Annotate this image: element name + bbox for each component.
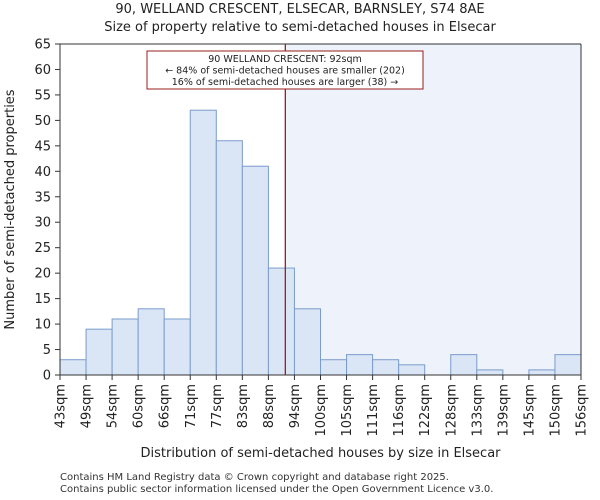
chart-subtitle: Size of property relative to semi-detach… [104, 20, 496, 35]
y-axis-label: Number of semi-detached properties [3, 89, 18, 329]
x-tick-label: 122sqm [418, 384, 433, 437]
x-tick-label: 150sqm [548, 384, 563, 437]
histogram-bar [372, 359, 400, 376]
y-tick-label: 5 [43, 343, 51, 358]
histogram-bar [346, 354, 374, 376]
x-tick-label: 105sqm [340, 384, 355, 437]
x-tick-label: 88sqm [262, 384, 277, 428]
histogram-bar [189, 109, 217, 376]
x-tick-label: 49sqm [80, 384, 95, 428]
y-tick-label: 15 [34, 292, 51, 307]
x-tick-label: 133sqm [470, 384, 485, 437]
histogram-bar [450, 354, 478, 376]
y-tick-label: 40 [34, 165, 51, 180]
x-tick-label: 128sqm [444, 384, 459, 437]
x-tick-label: 83sqm [236, 384, 251, 428]
annotation-line-3: 16% of semi-detached houses are larger (… [172, 77, 399, 88]
y-tick-label: 25 [34, 241, 51, 256]
histogram-bar [85, 328, 113, 376]
x-tick-label: 156sqm [575, 384, 590, 437]
histogram-bar [554, 354, 582, 376]
histogram-chart: 0 5 10 15 20 25 30 35 40 45 50 55 60 65 43sqm 49sqm 54sq… [3, 38, 590, 462]
x-tick-label: 60sqm [132, 384, 147, 428]
histogram-bar [293, 308, 322, 376]
histogram-bar [163, 318, 191, 376]
x-tick-label: 100sqm [314, 384, 329, 437]
annotation-box [146, 50, 424, 90]
x-tick-label: 77sqm [210, 384, 225, 428]
histogram-bar [528, 369, 556, 376]
annotation-line-2: ← 84% of semi-detached houses are smalle… [165, 66, 405, 77]
x-tick-label: 54sqm [106, 384, 121, 428]
y-tick-label: 35 [34, 190, 51, 205]
x-tick-label: 116sqm [392, 384, 407, 437]
x-axis-label: Distribution of semi-detached houses by … [140, 446, 501, 461]
x-tick-label: 139sqm [496, 384, 511, 437]
histogram-bar [320, 359, 348, 376]
histogram-bar [241, 165, 269, 376]
x-tick-label: 111sqm [366, 384, 381, 437]
chart-title: 90, WELLAND CRESCENT, ELSECAR, BARNSLEY,… [115, 2, 485, 17]
y-tick-label: 60 [34, 63, 51, 78]
y-tick-label: 50 [34, 114, 51, 129]
highlight-region [285, 44, 581, 375]
y-tick-label: 65 [34, 38, 51, 53]
x-tick-label: 145sqm [522, 384, 537, 437]
x-tick-label: 71sqm [184, 384, 199, 428]
histogram-bar [59, 359, 87, 376]
histogram-bar [476, 369, 504, 376]
x-tick-label: 94sqm [288, 384, 303, 428]
histogram-bar [111, 318, 139, 376]
annotation-line-1: 90 WELLAND CRESCENT: 92sqm [208, 54, 362, 65]
y-tick-label: 10 [34, 318, 51, 333]
histogram-bar [267, 267, 295, 376]
y-tick-label: 45 [34, 139, 51, 154]
x-tick-label: 43sqm [54, 384, 69, 428]
histogram-bar [137, 308, 165, 376]
y-tick-label: 55 [34, 88, 51, 103]
y-tick-label: 30 [34, 216, 51, 231]
x-tick-label: 66sqm [158, 384, 173, 428]
y-tick-label: 20 [34, 267, 51, 282]
footer-attribution-2: Contains public sector information licen… [60, 484, 494, 495]
y-tick-label: 0 [43, 369, 51, 384]
histogram-bar [215, 140, 243, 376]
footer-attribution-1: Contains HM Land Registry data © Crown c… [60, 472, 449, 483]
histogram-bar [398, 364, 426, 376]
